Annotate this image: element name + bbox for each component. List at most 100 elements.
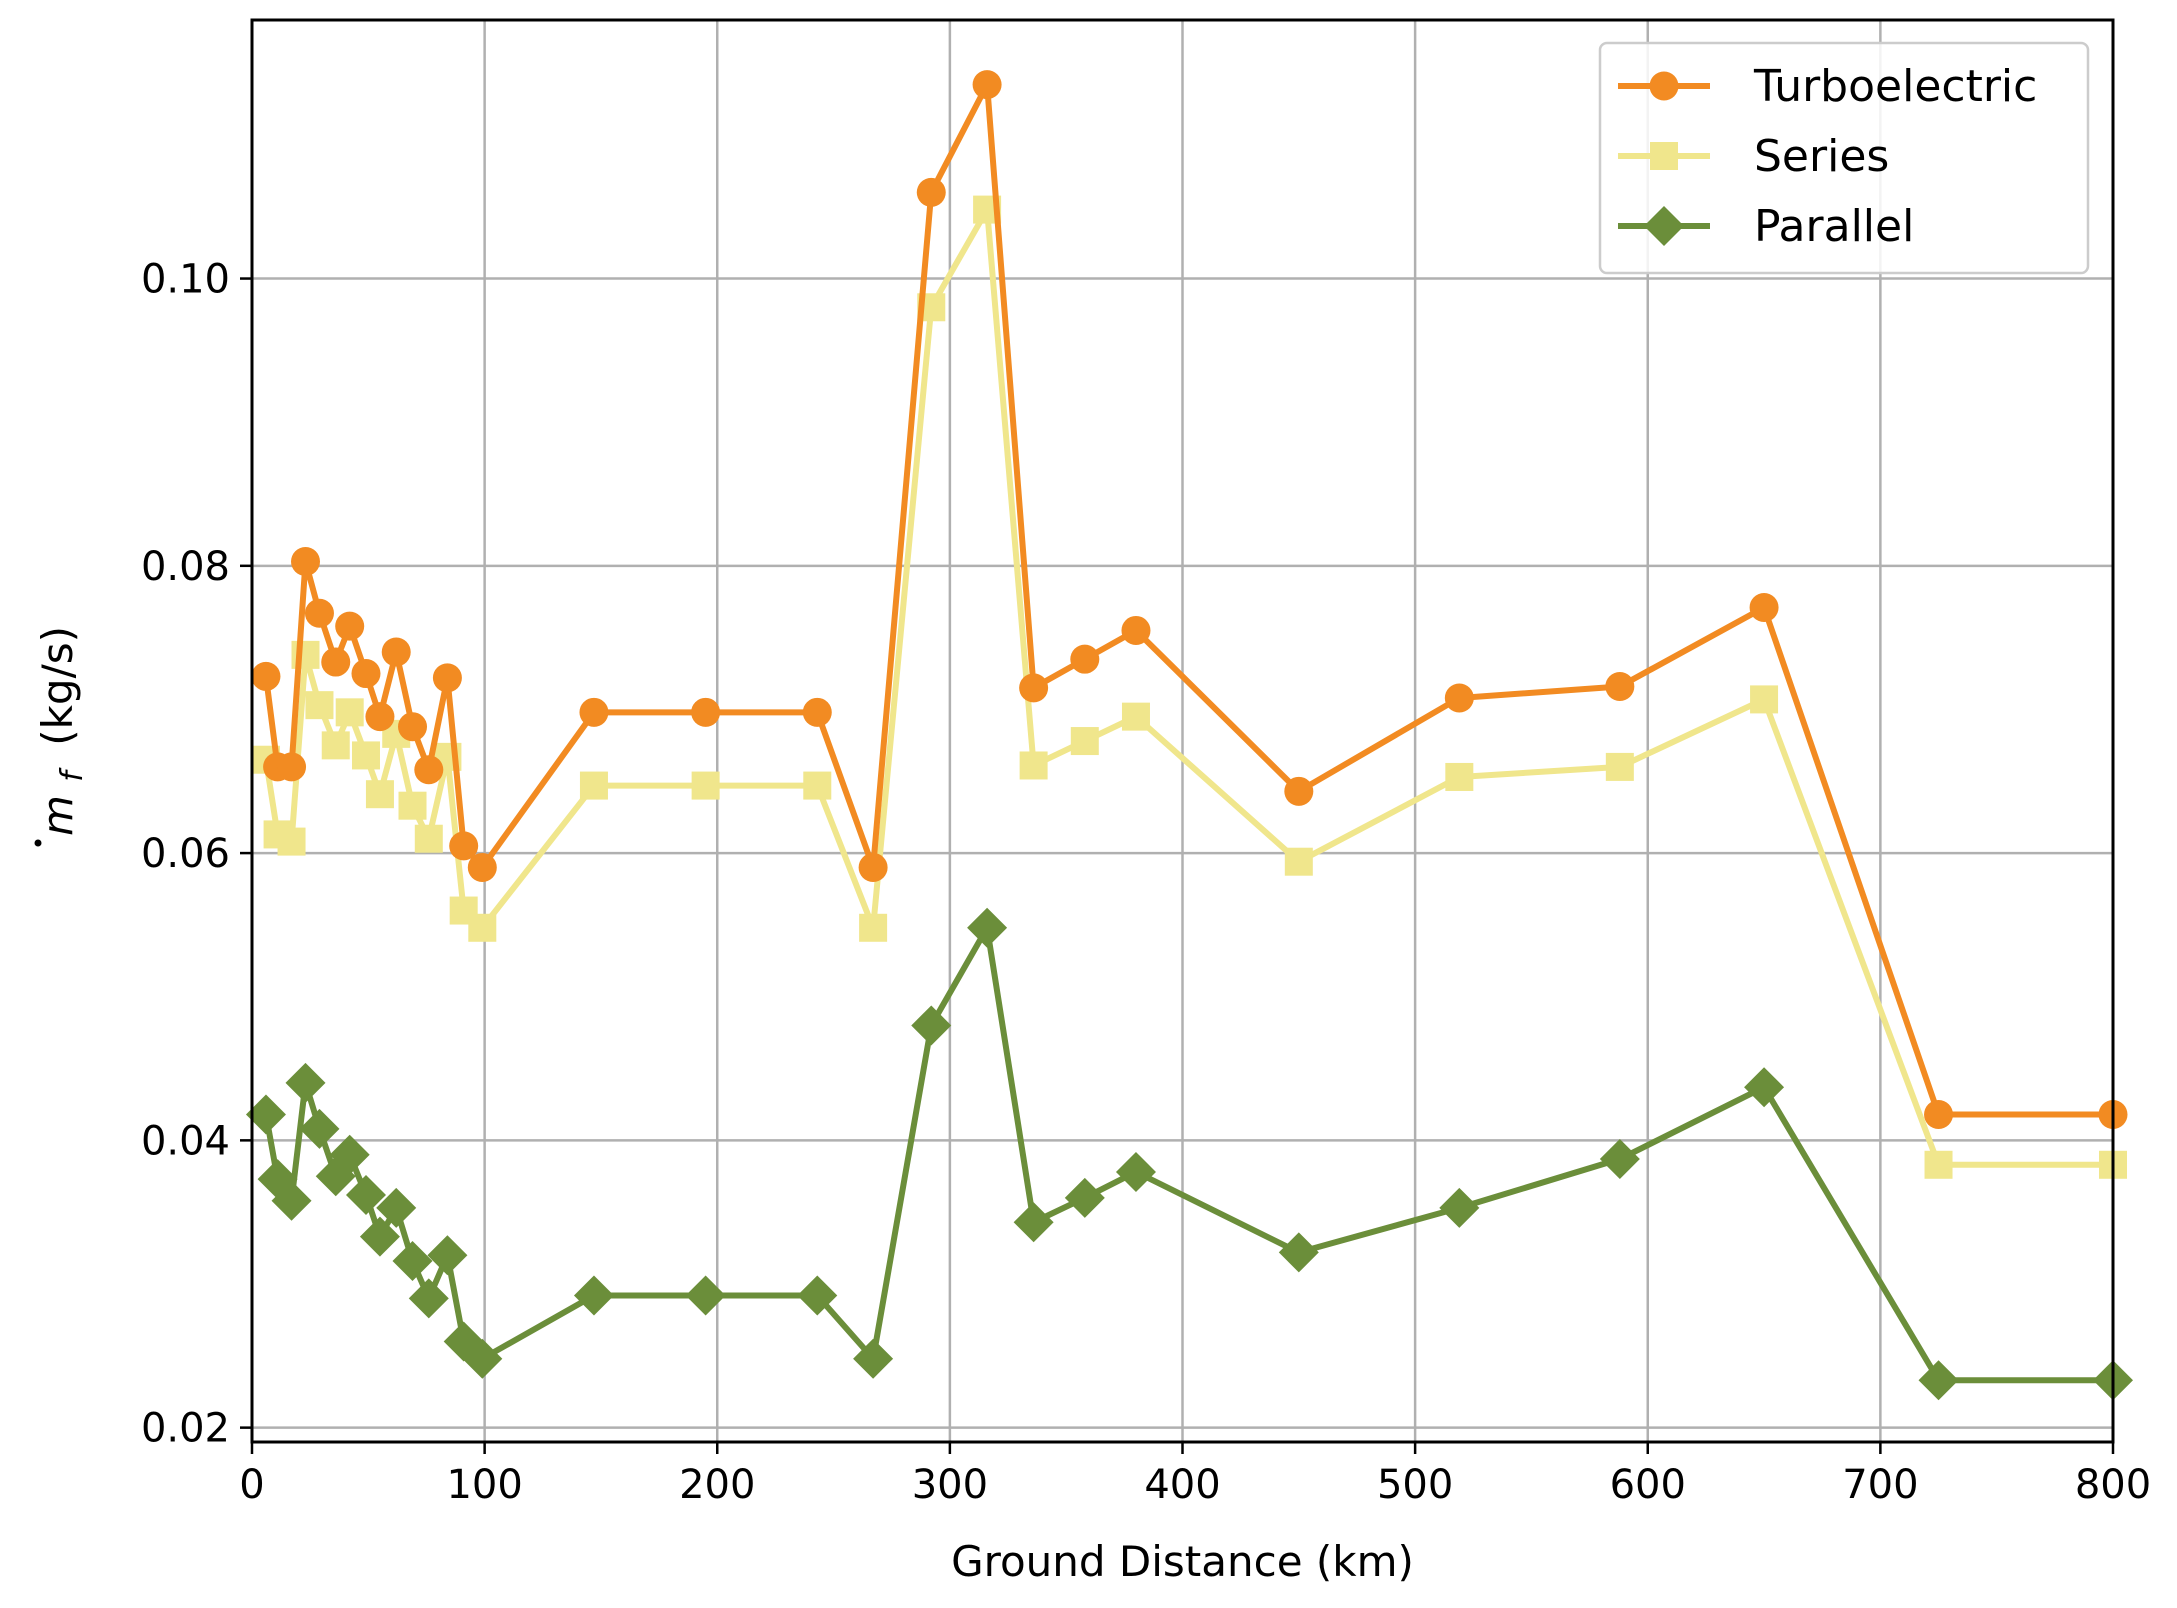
data-point-turboelectric [335,611,365,641]
data-point-series [365,780,394,809]
data-point-turboelectric [398,712,428,742]
data-point-turboelectric [449,831,479,861]
data-point-series [1924,1150,1953,1179]
y-axis-dot-accent [34,839,42,847]
data-point-parallel [1439,1187,1480,1228]
data-point-turboelectric [916,177,946,207]
data-point-parallel [299,1108,340,1149]
data-point-parallel [797,1275,838,1316]
data-point-series [321,731,350,760]
x-tick-label: 700 [1842,1462,1918,1508]
y-tick-label: 0.10 [141,257,230,303]
y-axis-symbol: m [33,795,82,836]
data-point-parallel [245,1094,286,1135]
data-point-turboelectric [1284,776,1314,806]
x-tick-label: 600 [1610,1462,1686,1508]
data-point-series [468,913,497,942]
data-point-series [579,771,608,800]
data-point-series [1284,847,1313,876]
data-point-parallel [376,1187,417,1228]
data-point-parallel [1064,1177,1105,1218]
data-point-series [305,691,334,720]
series-parallel [245,907,2133,1401]
data-point-series [1019,751,1048,780]
legend-box [1598,41,2090,275]
legend-marker-parallel [1644,206,1684,246]
data-point-turboelectric [304,598,334,628]
axis-ticks: 0 100 200 300 400 500 600 700 800 0.02 0.04 0.06 0.0… [141,257,2151,1508]
data-point-series [351,741,380,770]
data-point-parallel [345,1174,386,1215]
x-tick-label: 300 [912,1462,988,1508]
x-tick-label: 0 [239,1462,264,1508]
x-tick-label: 100 [446,1462,522,1508]
y-tick-label: 0.08 [141,544,230,590]
y-axis-units: (kg/s) [33,626,82,746]
data-point-parallel [462,1338,503,1379]
data-point-series [1750,685,1779,714]
y-tick-label: 0.02 [141,1406,230,1452]
data-point-turboelectric [691,697,721,727]
data-point-parallel [967,907,1008,948]
legend-marker-turboelectric [1649,71,1679,101]
data-point-parallel [1744,1067,1785,1108]
data-point-turboelectric [802,697,832,727]
data-point-turboelectric [1749,592,1779,622]
data-point-series [1070,727,1099,756]
grid [250,20,2115,1442]
y-tick-label: 0.04 [141,1118,230,1164]
data-point-turboelectric [381,637,411,667]
data-point-parallel [1013,1202,1054,1243]
y-axis-title: m f (kg/s) [33,626,90,847]
data-point-turboelectric [321,647,351,677]
data-point-parallel [329,1134,370,1175]
data-point-parallel [573,1275,614,1316]
data-point-turboelectric [1605,671,1635,701]
data-point-turboelectric [972,70,1002,100]
data-point-turboelectric [1019,673,1049,703]
data-point-turboelectric [1121,615,1151,645]
legend-marker-series [1650,142,1678,170]
series-line-parallel [263,924,2113,1384]
data-point-series [414,824,443,853]
x-tick-label: 400 [1144,1462,1220,1508]
y-tick-label: 0.06 [141,831,230,877]
data-point-parallel [1918,1360,1959,1401]
data-point-series [859,913,888,942]
x-tick-label: 500 [1377,1462,1453,1508]
data-point-parallel [285,1062,326,1103]
data-point-series [398,791,427,820]
data-point-parallel [853,1338,894,1379]
data-point-series [335,698,364,727]
data-point-parallel [911,1005,952,1046]
series-layer [245,70,2133,1401]
data-point-series [277,827,306,856]
data-point-parallel [1599,1139,1640,1180]
data-point-parallel [392,1241,433,1282]
data-point-turboelectric [291,547,321,577]
legend: Turboelectric Series Parallel [1598,41,2090,275]
data-point-parallel [408,1278,449,1319]
data-point-turboelectric [414,755,444,785]
data-point-turboelectric [1070,644,1100,674]
data-point-parallel [1115,1151,1156,1192]
legend-label-parallel: Parallel [1754,201,1914,252]
data-point-parallel [1278,1232,1319,1273]
data-point-turboelectric [1924,1100,1954,1130]
x-axis-title: Ground Distance (km) [951,1537,1414,1586]
data-point-turboelectric [432,663,462,693]
data-point-series [691,771,720,800]
data-point-parallel [685,1275,726,1316]
data-point-parallel [427,1235,468,1276]
data-point-series [1605,752,1634,781]
data-point-series [1445,762,1474,791]
data-point-turboelectric [467,852,497,882]
data-point-parallel [271,1180,312,1221]
data-point-turboelectric [277,752,307,782]
data-point-turboelectric [251,661,281,691]
data-point-series [1121,702,1150,731]
data-point-parallel [359,1216,400,1257]
x-tick-label: 200 [679,1462,755,1508]
data-point-turboelectric [858,852,888,882]
